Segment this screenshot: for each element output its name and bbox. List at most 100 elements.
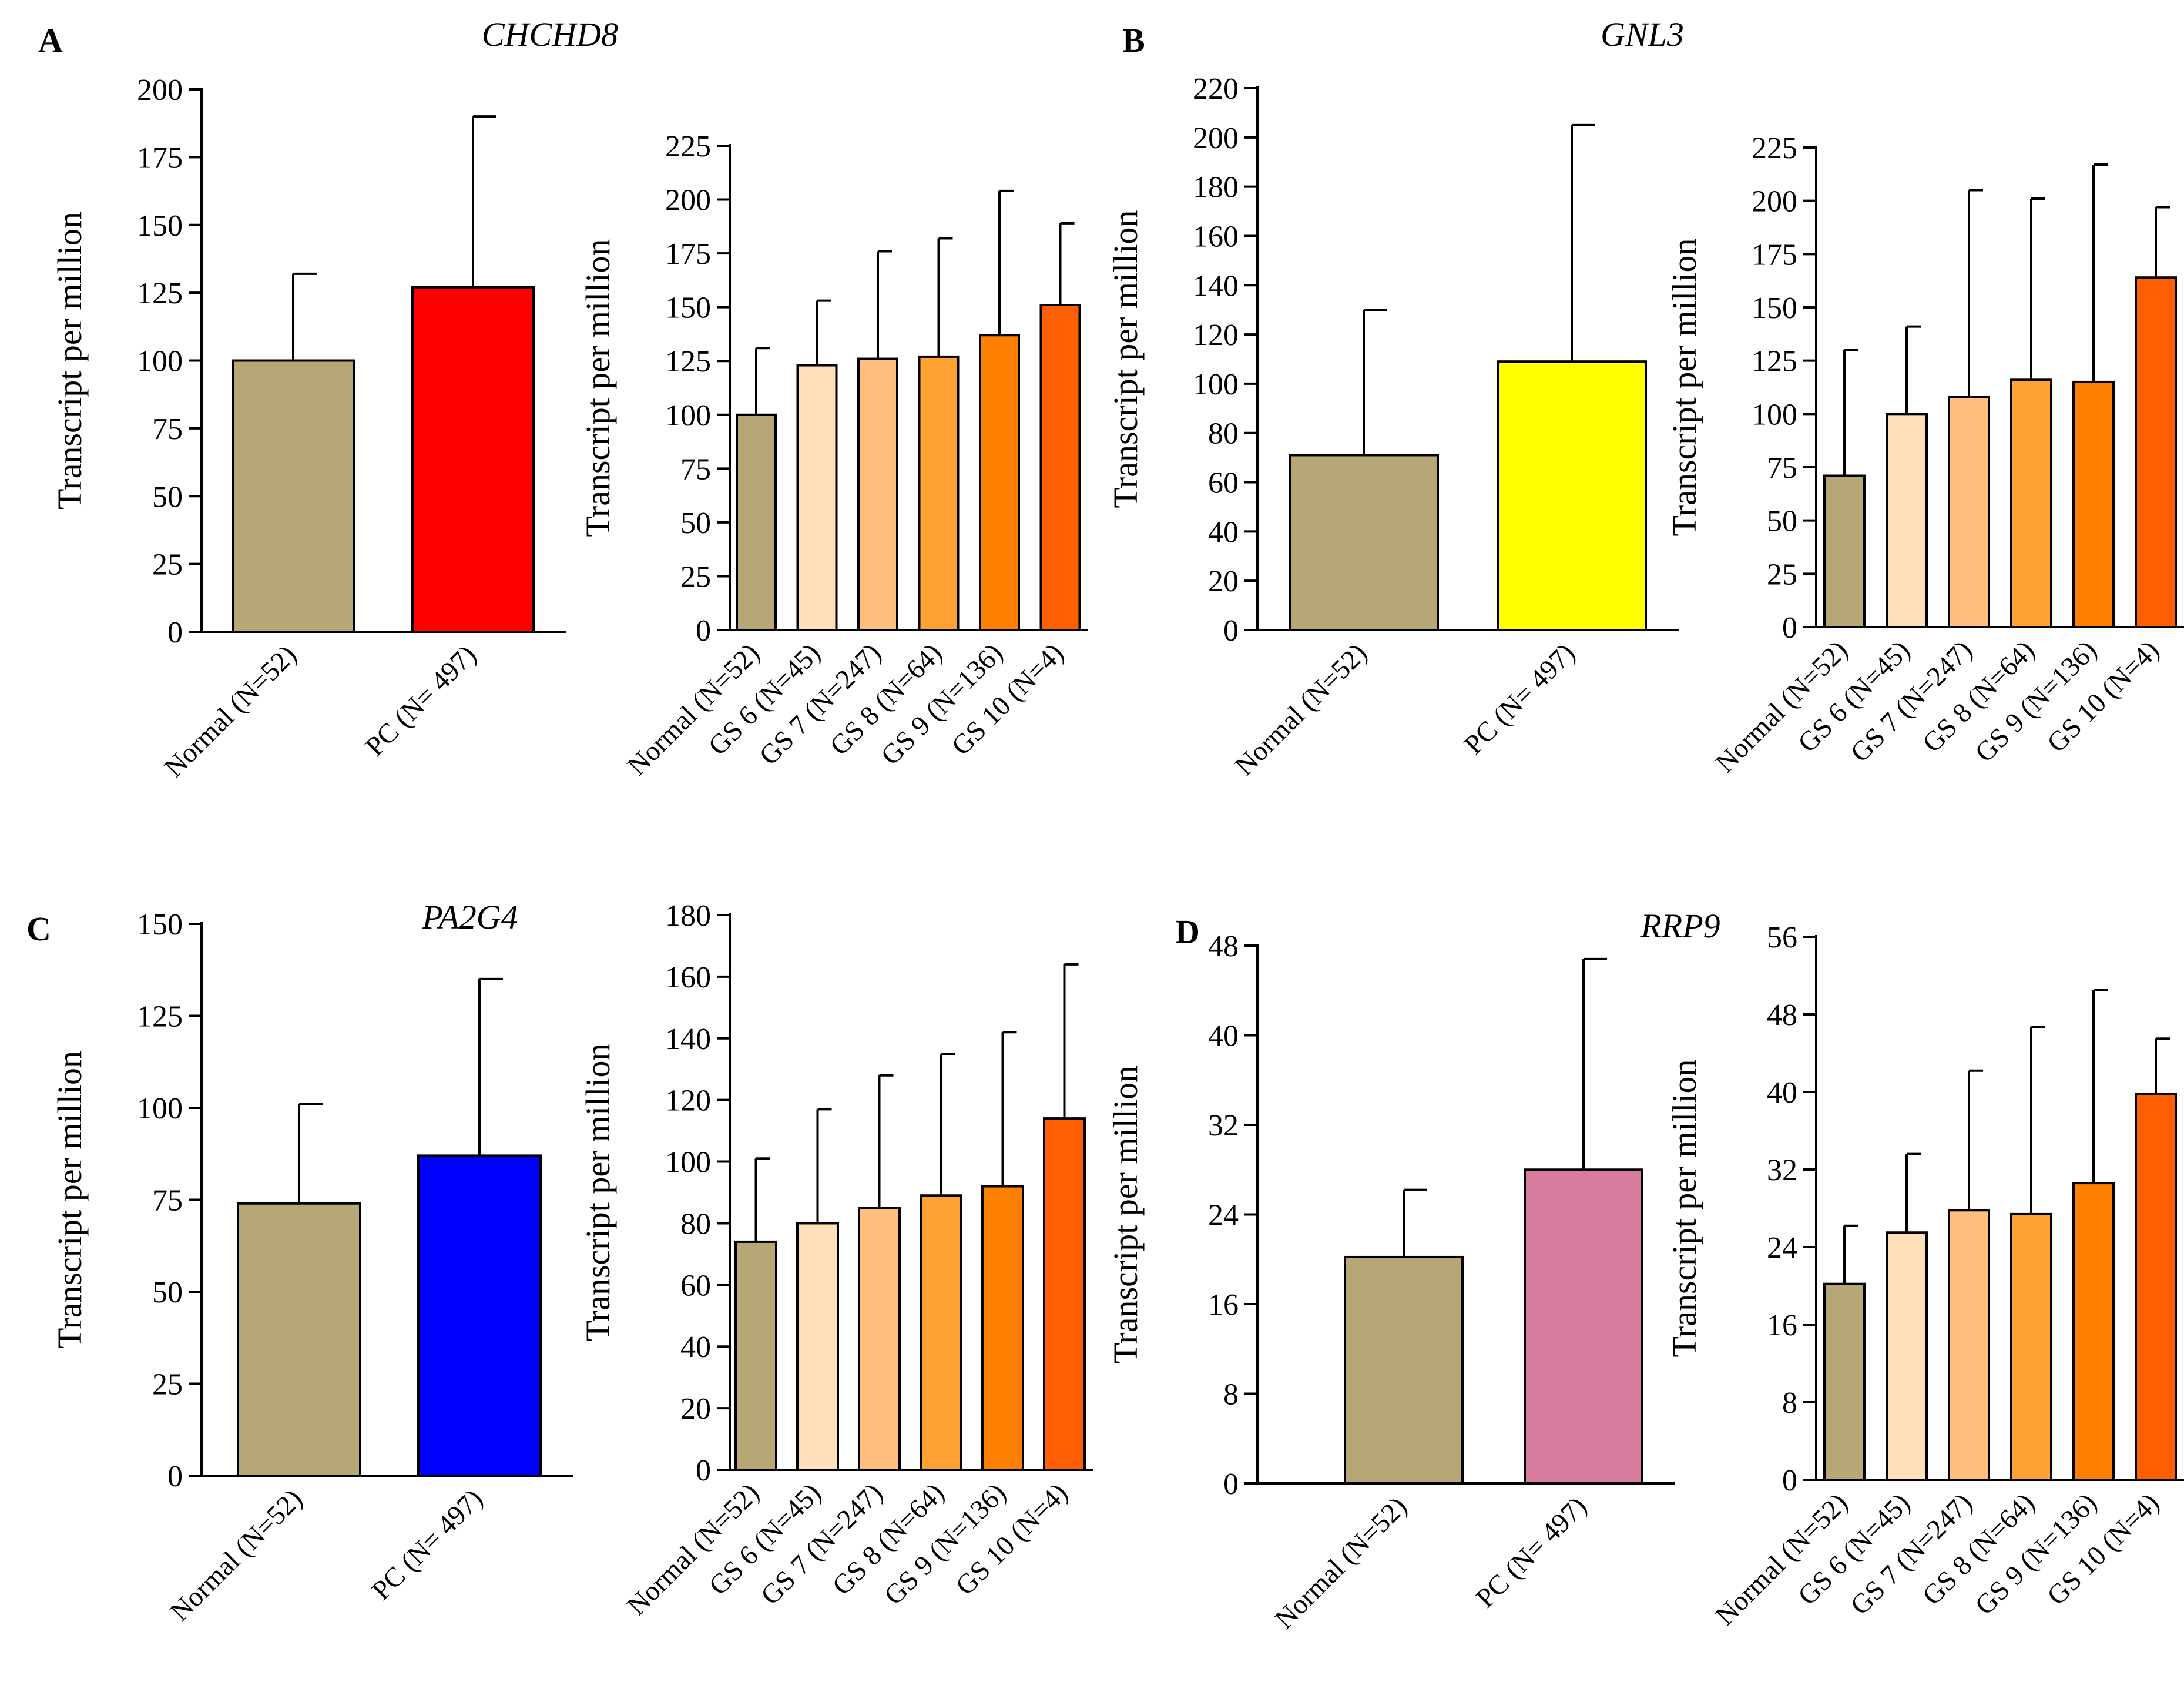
y-tick-label: 200 [1193, 122, 1239, 155]
x-category-label: PC (N= 497) [1458, 638, 1581, 760]
gene-title-c: PA2G4 [421, 898, 518, 936]
y-tick-label: 175 [1752, 238, 1797, 272]
y-tick-label: 75 [152, 1184, 183, 1218]
bar-group-1 [411, 286, 535, 633]
chart-a-gleason: 0 25 50 75 100 125 150 175 200 225 Transcript per … [579, 130, 1088, 782]
y-tick-label: 50 [680, 507, 711, 540]
y-tick-label: 125 [665, 345, 711, 378]
y-tick-label: 140 [1193, 269, 1239, 303]
chart-b-gleason: 0 25 50 75 100 125 150 175 200 225 Transcript per … [1665, 132, 2184, 779]
panel-letter-c: C [26, 910, 51, 948]
y-tick-label: 100 [137, 1092, 183, 1125]
chart-b-overall: 0 20 40 60 80 100 120 140 160 180 200 220 Transcript… [1106, 72, 1679, 782]
y-tick-label: 20 [1208, 565, 1239, 598]
y-tick-label: 200 [1752, 185, 1797, 219]
bar-normal [1344, 1255, 1464, 1485]
y-tick-label: 125 [137, 1000, 183, 1034]
y-tick-label: 125 [1752, 345, 1797, 378]
y-tick-label: 32 [1208, 1109, 1239, 1142]
bar-group-4 [2072, 380, 2115, 629]
y-tick-label: 40 [1208, 515, 1239, 549]
bar-group-5 [2135, 1093, 2177, 1482]
y-tick-label: 200 [137, 73, 183, 107]
y-tick-label: 160 [665, 961, 711, 994]
chart-c-gleason: 0 20 40 60 80 100 120 140 160 180 Transcript per m… [579, 899, 1093, 1621]
panel-letter-d: D [1175, 913, 1200, 951]
y-tick-label: 175 [137, 141, 183, 175]
x-category-label: Normal (N=52) [159, 639, 303, 783]
y-axis-title: Transcript per million [1106, 210, 1145, 508]
y-tick-label: 60 [680, 1269, 711, 1302]
y-tick-label: 120 [1193, 319, 1239, 352]
gene-title-a: CHCHD8 [482, 15, 618, 53]
y-axis-title: Transcript per million [51, 1051, 89, 1349]
bar-group-2 [857, 357, 898, 631]
y-tick-label: 0 [1223, 614, 1239, 648]
y-tick-label: 40 [1208, 1020, 1239, 1053]
y-tick-label: 48 [1767, 999, 1797, 1032]
x-category-label: PC (N= 497) [1470, 1491, 1593, 1614]
y-tick-label: 180 [665, 899, 711, 933]
gene-title-d: RRP9 [1640, 907, 1720, 945]
panel-letter-b: B [1122, 21, 1145, 59]
y-tick-label: 8 [1782, 1386, 1797, 1420]
bar-group-3 [918, 355, 960, 631]
y-tick-label: 80 [680, 1207, 711, 1241]
y-tick-label: 24 [1208, 1199, 1239, 1232]
y-axis-title: Transcript per million [51, 212, 89, 510]
bar-normal [736, 413, 777, 631]
y-tick-label: 25 [152, 1368, 183, 1402]
y-tick-label: 20 [680, 1392, 711, 1426]
bar-group-4 [981, 1185, 1024, 1471]
bar-group-1 [1497, 360, 1647, 631]
y-tick-label: 75 [680, 453, 711, 486]
y-tick-label: 50 [152, 480, 183, 514]
y-axis-title: Transcript per million [1665, 239, 1703, 537]
x-category-label: PC (N= 497) [360, 639, 482, 762]
bar-group-5 [2135, 276, 2177, 628]
y-tick-label: 150 [137, 908, 183, 941]
y-tick-label: 100 [665, 1146, 711, 1180]
y-tick-label: 80 [1208, 417, 1239, 451]
y-tick-label: 8 [1223, 1378, 1239, 1412]
y-tick-label: 150 [665, 291, 711, 325]
y-tick-label: 16 [1767, 1309, 1797, 1342]
bar-normal [1823, 1282, 1866, 1481]
y-axis-title: Transcript per million [579, 239, 617, 537]
y-tick-label: 16 [1208, 1288, 1239, 1322]
x-category-label: Normal (N=52) [165, 1483, 308, 1627]
bar-normal [1823, 474, 1866, 628]
chart-d-overall: 0 8 16 24 32 40 48 Transcript per million Normal… [1106, 930, 1675, 1635]
y-axis-title: Transcript per million [1106, 1066, 1145, 1363]
y-tick-label: 225 [1752, 132, 1797, 165]
y-tick-label: 150 [137, 209, 183, 243]
y-tick-label: 0 [1782, 1464, 1797, 1497]
bar-normal [1289, 454, 1439, 631]
y-tick-label: 0 [1782, 611, 1797, 645]
bar-group-3 [920, 1194, 962, 1471]
y-tick-label: 125 [137, 277, 183, 310]
y-axis-title: Transcript per million [579, 1044, 617, 1342]
bar-group-2 [1948, 1209, 1990, 1482]
y-tick-label: 0 [1223, 1467, 1239, 1501]
y-tick-label: 25 [152, 548, 183, 582]
bar-normal [232, 359, 355, 633]
bar-group-1 [417, 1154, 542, 1477]
bar-group-5 [1043, 1117, 1086, 1471]
bar-group-1 [1886, 1231, 1928, 1481]
y-tick-label: 0 [696, 1454, 711, 1487]
bar-group-3 [2010, 378, 2052, 628]
y-tick-label: 25 [680, 560, 711, 594]
y-tick-label: 40 [680, 1331, 711, 1364]
y-tick-label: 50 [1767, 505, 1797, 538]
y-tick-label: 0 [167, 1460, 183, 1493]
y-tick-label: 100 [1752, 398, 1797, 431]
y-tick-label: 220 [1193, 72, 1239, 106]
chart-c-overall: 0 25 50 75 100 125 150 Transcript per million No… [51, 908, 573, 1627]
y-tick-label: 75 [1767, 451, 1797, 485]
bar-group-4 [979, 334, 1020, 632]
y-tick-label: 56 [1767, 921, 1797, 954]
y-axis-title: Transcript per million [1665, 1060, 1703, 1358]
y-tick-label: 60 [1208, 467, 1239, 500]
y-tick-label: 24 [1767, 1231, 1797, 1265]
